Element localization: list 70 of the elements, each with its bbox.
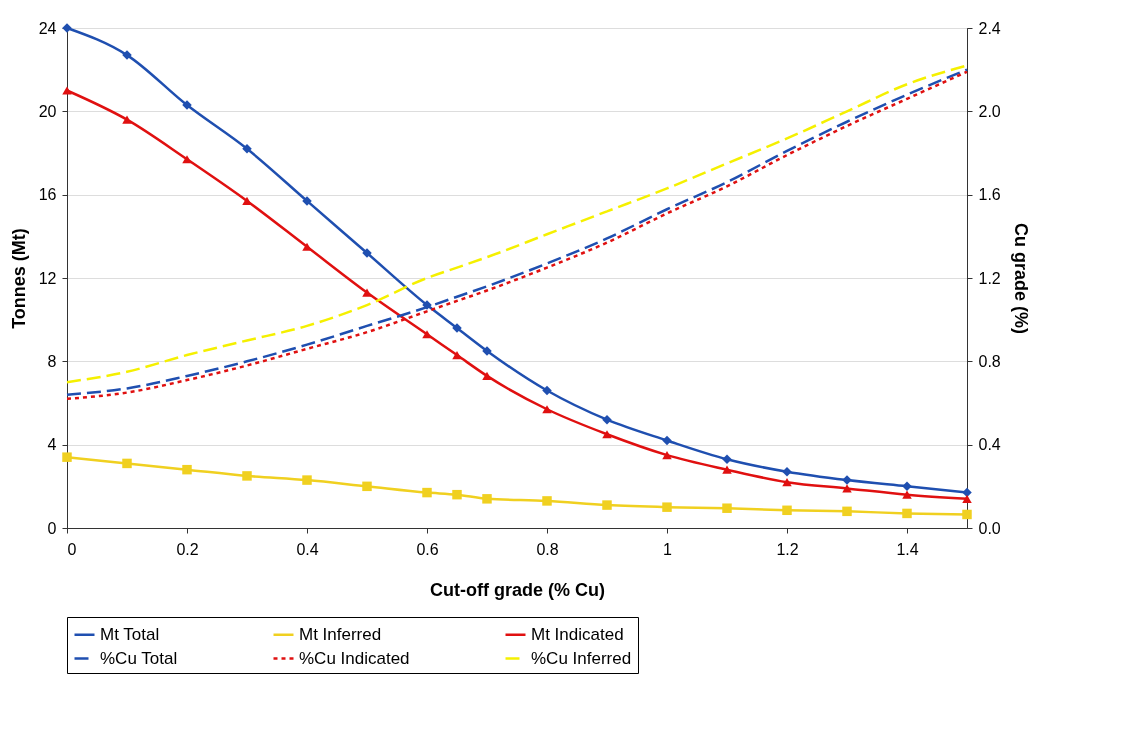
point <box>782 478 792 487</box>
y-tick-label: 24 <box>38 19 57 37</box>
x-tick-label: 1 <box>663 540 673 558</box>
legend-label: Mt Total <box>100 624 160 644</box>
legend-label: %Cu Inferred <box>531 648 632 668</box>
point <box>122 115 132 124</box>
point <box>782 505 792 516</box>
point <box>422 487 432 498</box>
point <box>902 508 912 519</box>
point <box>62 86 72 95</box>
point <box>842 506 852 517</box>
y-tick-label: 4 <box>47 436 57 454</box>
y2-tick-label: 0.4 <box>978 436 1001 454</box>
point <box>962 487 972 498</box>
point <box>662 502 672 512</box>
y2-axis-title: Cu grade (%) <box>1010 222 1031 335</box>
point <box>542 405 552 414</box>
point <box>662 435 672 446</box>
point <box>452 350 462 360</box>
point <box>542 385 552 396</box>
point <box>242 471 252 481</box>
x-tick-label: 0 <box>67 540 77 558</box>
point <box>122 458 132 469</box>
x-axis-title: Cut-off grade (% Cu) <box>430 579 605 600</box>
x-tick-label: 0.4 <box>296 540 319 558</box>
point <box>962 509 972 520</box>
legend-label: Mt Indicated <box>531 624 624 644</box>
x-tick-label: 0.6 <box>416 540 439 558</box>
x-tick-label: 1.4 <box>896 540 919 558</box>
y2-tick-label: 2.0 <box>978 102 1001 120</box>
x-tick-label: 1.2 <box>776 540 799 558</box>
y-tick-label: 8 <box>47 352 57 370</box>
point <box>602 500 612 510</box>
point <box>452 489 462 500</box>
point <box>902 481 912 492</box>
x-tick-label: 0.8 <box>536 540 559 558</box>
point <box>902 490 912 499</box>
point <box>602 430 612 439</box>
point <box>62 452 72 462</box>
x-tick-label: 0.2 <box>176 540 199 558</box>
y2-tick-label: 0.8 <box>978 352 1001 370</box>
point <box>362 481 372 492</box>
point <box>302 475 312 485</box>
point <box>962 494 972 503</box>
point <box>662 450 672 460</box>
point <box>482 371 492 381</box>
y-tick-label: 12 <box>38 269 57 287</box>
y-tick-label: 16 <box>38 186 57 204</box>
y2-tick-label: 1.6 <box>978 186 1001 204</box>
point <box>182 155 192 164</box>
y2-tick-label: 1.2 <box>978 269 1001 287</box>
point <box>182 464 192 475</box>
point <box>482 494 492 504</box>
y-axis-title: Tonnes (Mt) <box>8 228 29 329</box>
legend-label: Mt Inferred <box>299 624 382 644</box>
legend-label: %Cu Total <box>100 648 178 668</box>
point <box>542 496 552 506</box>
point <box>422 330 432 339</box>
point <box>602 414 612 425</box>
legend-label: %Cu Indicated <box>299 648 410 668</box>
point <box>842 484 852 493</box>
y-tick-label: 0 <box>47 519 57 537</box>
y-tick-label: 20 <box>38 102 57 120</box>
point <box>362 288 372 297</box>
point <box>722 465 732 474</box>
point <box>242 196 252 206</box>
y2-tick-label: 0.0 <box>978 519 1001 537</box>
point <box>302 242 312 251</box>
y2-tick-label: 2.4 <box>978 19 1001 37</box>
point <box>722 503 732 513</box>
